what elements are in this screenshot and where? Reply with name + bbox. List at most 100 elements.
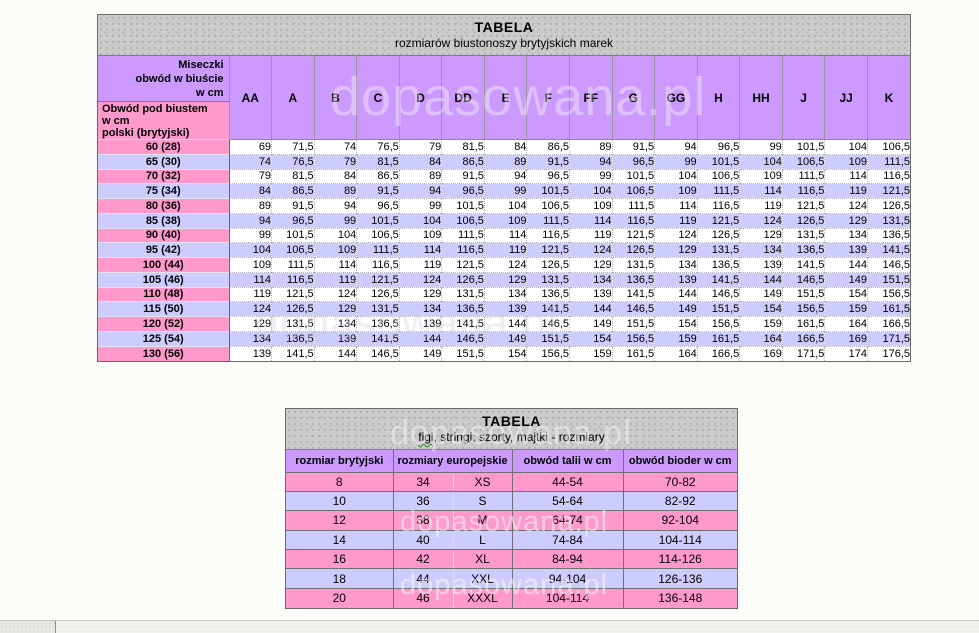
bust-value-cell: 126,5 <box>781 212 825 228</box>
bust-value-cell: 111,5 <box>356 242 400 258</box>
bust-value-cell: 106,5 <box>526 198 570 214</box>
bust-value-cell: 109 <box>228 257 272 273</box>
bust-value-cell: 131,5 <box>781 227 825 243</box>
intl-size-cell: S <box>452 490 512 511</box>
bust-value-cell: 104 <box>483 198 527 214</box>
bust-value-cell: 71,5 <box>271 139 315 155</box>
cup-column-header: E <box>483 56 527 140</box>
uk-size-cell: 12 <box>286 510 393 531</box>
bust-value-cell: 69 <box>228 139 272 155</box>
bra-table-header-band: TABELA rozmiarów biustonoszy brytyjskich… <box>98 15 910 56</box>
bust-value-cell: 154 <box>824 286 868 302</box>
horizontal-scrollbar-track[interactable] <box>0 620 979 633</box>
bust-value-cell: 151,5 <box>696 301 740 317</box>
bra-table-row: 120 (52) 129 131,5 134 136,5 139 141,5 144 146,5… <box>98 316 910 332</box>
bust-value-cell: 79 <box>398 139 442 155</box>
bust-value-cell: 109 <box>398 227 442 243</box>
bust-value-cell: 139 <box>569 286 613 302</box>
bust-value-cell: 129 <box>228 316 272 332</box>
bust-value-cell: 134 <box>654 257 698 273</box>
bust-value-cell: 169 <box>739 345 783 361</box>
bra-table-row: 130 (56) 139 141,5 144 146,5 149 151,5 154 156,5… <box>98 345 910 361</box>
bust-value-cell: 164 <box>824 316 868 332</box>
bust-value-cell: 84 <box>228 183 272 199</box>
cup-column-header: C <box>356 56 400 140</box>
cup-column-header: K <box>866 56 910 140</box>
bust-value-cell: 151,5 <box>441 345 485 361</box>
bust-value-cell: 126,5 <box>271 301 315 317</box>
bust-value-cell: 139 <box>228 345 272 361</box>
bust-value-cell: 131,5 <box>441 286 485 302</box>
bust-value-cell: 161,5 <box>866 301 910 317</box>
bust-value-cell: 94 <box>228 212 272 228</box>
bra-table-row: 70 (32) 79 81,5 84 86,5 89 91,5 94 96,5 99 101,5 10… <box>98 168 910 184</box>
cup-column-header: B <box>313 56 357 140</box>
bust-value-cell: 131,5 <box>356 301 400 317</box>
bust-value-cell: 139 <box>313 330 357 346</box>
cup-column-header: G <box>611 56 655 140</box>
bust-value-cell: 134 <box>313 316 357 332</box>
cup-column-header: JJ <box>824 56 868 140</box>
bust-value-cell: 154 <box>483 345 527 361</box>
bust-value-cell: 106,5 <box>781 153 825 169</box>
bust-value-cell: 129 <box>654 242 698 258</box>
cup-column-header: H <box>696 56 740 140</box>
bust-value-cell: 84 <box>483 139 527 155</box>
bust-value-cell: 99 <box>483 183 527 199</box>
bust-value-cell: 116,5 <box>781 183 825 199</box>
bust-value-cell: 106,5 <box>866 139 910 155</box>
waist-range-cell: 94-104 <box>511 568 623 589</box>
band-size-label: 115 (50) <box>98 301 230 317</box>
bust-value-cell: 149 <box>739 286 783 302</box>
bust-value-cell: 156,5 <box>781 301 825 317</box>
bra-grid-header-row: Miseczki obwód w biuście w cm Obwód pod … <box>98 56 910 140</box>
band-size-label: 90 (40) <box>98 227 230 243</box>
bust-value-cell: 149 <box>398 345 442 361</box>
bust-value-cell: 126,5 <box>611 242 655 258</box>
briefs-table-title: TABELA <box>482 413 541 429</box>
bra-corner-cell: Miseczki obwód w biuście w cm Obwód pod … <box>98 56 229 140</box>
eu-size-cell: 44 <box>392 568 453 589</box>
intl-size-cell: L <box>452 529 512 550</box>
eu-size-cell: 36 <box>392 490 453 511</box>
bust-value-cell: 131,5 <box>866 212 910 228</box>
bust-value-cell: 134 <box>739 242 783 258</box>
hips-range-cell: 82-92 <box>622 490 737 511</box>
bust-value-cell: 116,5 <box>356 257 400 273</box>
hips-range-cell: 92-104 <box>622 510 737 531</box>
bust-value-cell: 176,5 <box>866 345 910 361</box>
bust-value-cell: 131,5 <box>526 271 570 287</box>
bust-value-cell: 136,5 <box>441 301 485 317</box>
bust-value-cell: 114 <box>228 271 272 287</box>
bust-value-cell: 91,5 <box>441 168 485 184</box>
cup-column-header: HH <box>739 56 783 140</box>
bust-value-cell: 124 <box>739 212 783 228</box>
bust-value-cell: 146,5 <box>356 345 400 361</box>
bust-value-cell: 116,5 <box>441 242 485 258</box>
bust-value-cell: 136,5 <box>866 227 910 243</box>
briefs-table-row: 18 44 XXL 94-104 126-136 <box>286 568 737 589</box>
bust-value-cell: 101,5 <box>781 139 825 155</box>
bust-value-cell: 91,5 <box>611 139 655 155</box>
bust-value-cell: 124 <box>654 227 698 243</box>
waist-range-cell: 64-74 <box>511 510 623 531</box>
band-size-label: 65 (30) <box>98 153 230 169</box>
bust-value-cell: 146,5 <box>526 316 570 332</box>
bust-value-cell: 159 <box>569 345 613 361</box>
bust-value-cell: 89 <box>483 153 527 169</box>
waist-range-cell: 74-84 <box>511 529 623 550</box>
bust-value-cell: 104 <box>739 153 783 169</box>
bust-value-cell: 109 <box>739 168 783 184</box>
bust-value-cell: 124 <box>313 286 357 302</box>
bust-value-cell: 114 <box>398 242 442 258</box>
bust-value-cell: 111,5 <box>696 183 740 199</box>
briefs-table-row: 20 46 XXXL 104-114 136-148 <box>286 587 737 608</box>
bust-value-cell: 94 <box>569 153 613 169</box>
bust-value-cell: 114 <box>569 212 613 228</box>
briefs-table-row: 8 34 XS 44-54 70-82 <box>286 471 737 492</box>
bust-value-cell: 136,5 <box>271 330 315 346</box>
bust-value-cell: 101,5 <box>356 212 400 228</box>
bust-value-cell: 111,5 <box>866 153 910 169</box>
bust-value-cell: 119 <box>824 183 868 199</box>
bust-value-cell: 106,5 <box>696 168 740 184</box>
